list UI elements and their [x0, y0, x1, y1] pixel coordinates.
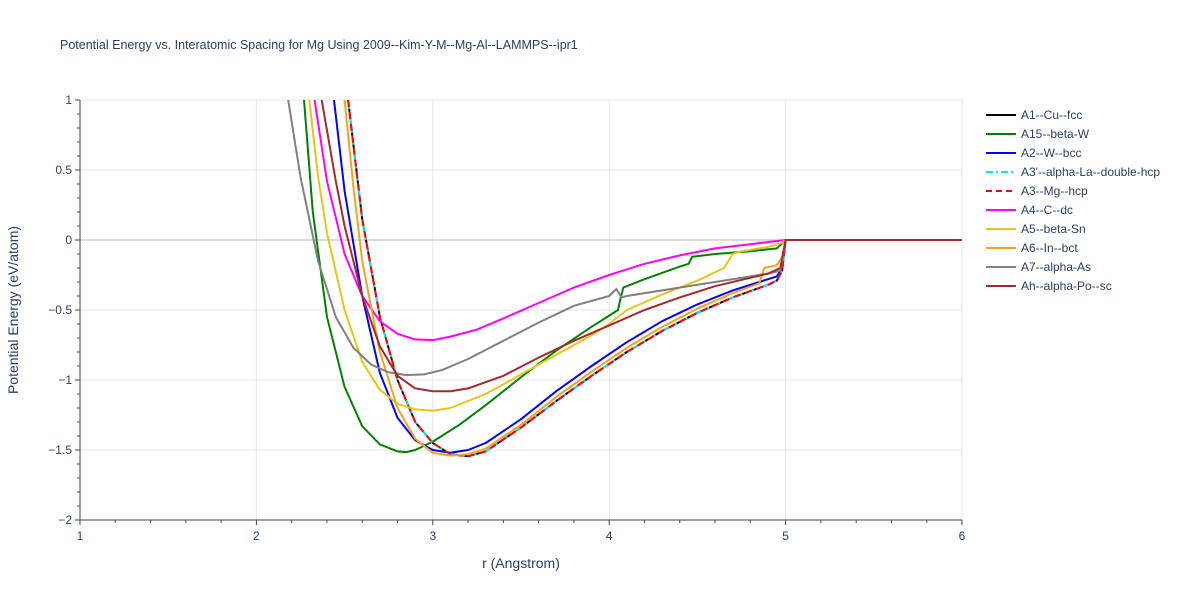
legend-item[interactable]: A15--beta-W	[986, 127, 1090, 141]
y-tick-label: −1	[58, 373, 72, 387]
legend-item[interactable]: A3'--alpha-La--double-hcp	[986, 165, 1160, 179]
series-line-3[interactable]	[347, 100, 962, 458]
legend-label: A5--beta-Sn	[1021, 222, 1086, 236]
x-tick-label: 3	[429, 529, 436, 543]
legend-label: Ah--alpha-Po--sc	[1021, 279, 1112, 293]
chart-title: Potential Energy vs. Interatomic Spacing…	[60, 38, 578, 52]
y-tick-label: 1	[65, 93, 72, 107]
legend[interactable]: A1--Cu--fcc A15--beta-W A2--W--bcc A3'--alp…	[986, 108, 1160, 293]
series-line-6[interactable]	[308, 100, 962, 412]
legend-label: A3--Mg--hcp	[1021, 184, 1088, 198]
series-line-5[interactable]	[313, 100, 962, 342]
series-line-7[interactable]	[343, 100, 962, 457]
legend-item[interactable]: A6--In--bct	[986, 241, 1078, 255]
series-line-8[interactable]	[287, 100, 962, 377]
y-tick-label: −1.5	[48, 443, 72, 457]
series-line-4[interactable]	[347, 100, 962, 458]
series-line-1[interactable]	[303, 100, 962, 454]
legend-item[interactable]: Ah--alpha-Po--sc	[986, 279, 1112, 293]
legend-item[interactable]: A7--alpha-As	[986, 260, 1091, 274]
legend-item[interactable]: A1--Cu--fcc	[986, 108, 1082, 122]
legend-item[interactable]: A3--Mg--hcp	[986, 184, 1088, 198]
series-line-0[interactable]	[347, 100, 962, 458]
legend-label: A4--C--dc	[1021, 203, 1073, 217]
x-tick-label: 5	[782, 529, 789, 543]
y-tick-label: −0.5	[48, 303, 72, 317]
legend-item[interactable]: A4--C--dc	[986, 203, 1073, 217]
x-axis-title: r (Angstrom)	[482, 555, 560, 571]
series-layer	[287, 100, 962, 458]
x-tick-label: 2	[253, 529, 260, 543]
y-axis-title: Potential Energy (eV/atom)	[5, 226, 21, 394]
x-tick-label: 6	[959, 529, 966, 543]
legend-label: A1--Cu--fcc	[1021, 108, 1082, 122]
y-tick-label: 0	[65, 233, 72, 247]
legend-label: A15--beta-W	[1021, 127, 1090, 141]
x-tick-label: 4	[606, 529, 613, 543]
legend-label: A6--In--bct	[1021, 241, 1078, 255]
y-tick-label: −2	[58, 513, 72, 527]
x-tick-label: 1	[77, 529, 84, 543]
series-line-2[interactable]	[333, 100, 962, 454]
legend-item[interactable]: A5--beta-Sn	[986, 222, 1086, 236]
legend-label: A2--W--bcc	[1021, 146, 1081, 160]
axes-layer: 1 2 3 4 5 6 1 0.5 0 −0.5 −1 −1.5 −2	[48, 93, 965, 543]
legend-label: A7--alpha-As	[1021, 260, 1091, 274]
y-tick-label: 0.5	[55, 163, 72, 177]
legend-item[interactable]: A2--W--bcc	[986, 146, 1081, 160]
series-line-9[interactable]	[320, 100, 962, 393]
legend-label: A3'--alpha-La--double-hcp	[1021, 165, 1160, 179]
